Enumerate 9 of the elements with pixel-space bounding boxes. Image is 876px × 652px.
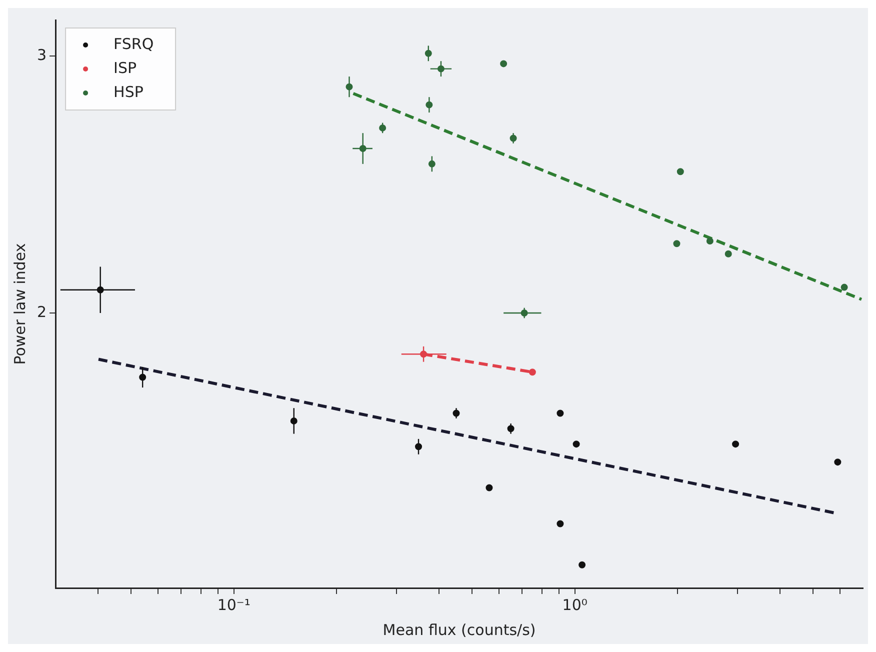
x-tick-label: 10⁻¹ [217,596,250,614]
y-tick-label: 2 [36,302,47,321]
legend-label: HSP [114,82,144,101]
x-axis-title: Mean flux (counts/s) [382,620,536,639]
legend-label: FSRQ [114,34,154,53]
legend-label: ISP [114,58,137,77]
x-tick-label: 10⁰ [562,596,588,614]
y-tick-label: 3 [36,46,47,64]
y-axis-title: Power law index [10,243,29,365]
